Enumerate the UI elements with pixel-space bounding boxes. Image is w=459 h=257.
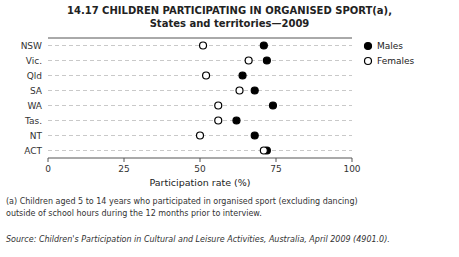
x-axis-label: Participation rate (%) <box>149 177 250 188</box>
dot <box>200 42 207 49</box>
dot <box>239 72 246 79</box>
footnote: outside of school hours during the 12 mo… <box>6 209 262 218</box>
dot <box>215 102 222 109</box>
dot <box>263 57 270 64</box>
dot <box>260 147 267 154</box>
y-tick-label: Vic. <box>26 56 42 66</box>
dot <box>245 57 252 64</box>
dot <box>269 102 276 109</box>
series <box>197 42 268 154</box>
y-tick-label: Qld <box>27 71 42 81</box>
y-tick-label: Tas. <box>24 116 42 126</box>
dot <box>236 87 243 94</box>
dot <box>251 87 258 94</box>
chart: 14.17 CHILDREN PARTICIPATING IN ORGANISE… <box>0 0 459 257</box>
category-guide <box>48 75 352 76</box>
x-tick <box>124 158 125 162</box>
x-tick-label: 25 <box>118 164 129 174</box>
x-tick <box>48 158 49 162</box>
dot <box>260 42 267 49</box>
x-tick <box>200 158 201 162</box>
x-tick-label: 100 <box>343 164 360 174</box>
legend-label: Males <box>377 41 403 51</box>
top-axis-line <box>48 38 352 39</box>
grid <box>48 46 352 151</box>
category-guide <box>48 90 352 91</box>
legend-marker <box>365 58 372 65</box>
x-tick <box>276 158 277 162</box>
dot <box>215 117 222 124</box>
category-guide <box>48 105 352 106</box>
series <box>233 42 276 154</box>
dot <box>251 132 258 139</box>
dot <box>203 72 210 79</box>
marks <box>197 42 277 154</box>
dot <box>233 117 240 124</box>
x-axis: 0 25 50 75 100 <box>45 38 361 174</box>
y-tick-label: WA <box>27 101 42 111</box>
footnote: (a) Children aged 5 to 14 years who part… <box>6 197 358 206</box>
source: Source: Children's Participation in Cult… <box>6 235 390 244</box>
legend: Males Females <box>365 41 415 66</box>
y-tick-label: NSW <box>21 41 42 51</box>
x-tick-label: 0 <box>45 164 51 174</box>
category-guide <box>48 150 352 151</box>
y-tick-label: SA <box>30 86 43 96</box>
dot <box>197 132 204 139</box>
y-tick-label: NT <box>30 131 43 141</box>
x-tick <box>352 158 353 162</box>
x-tick-label: 50 <box>194 164 206 174</box>
y-tick-label: ACT <box>24 146 42 156</box>
x-tick-label: 75 <box>270 164 281 174</box>
title: 14.17 CHILDREN PARTICIPATING IN ORGANISE… <box>67 5 392 16</box>
subtitle: States and territories—2009 <box>150 18 310 29</box>
category-guide <box>48 120 352 121</box>
legend-marker <box>365 43 372 50</box>
category-guide <box>48 60 352 61</box>
legend-label: Females <box>377 56 415 66</box>
